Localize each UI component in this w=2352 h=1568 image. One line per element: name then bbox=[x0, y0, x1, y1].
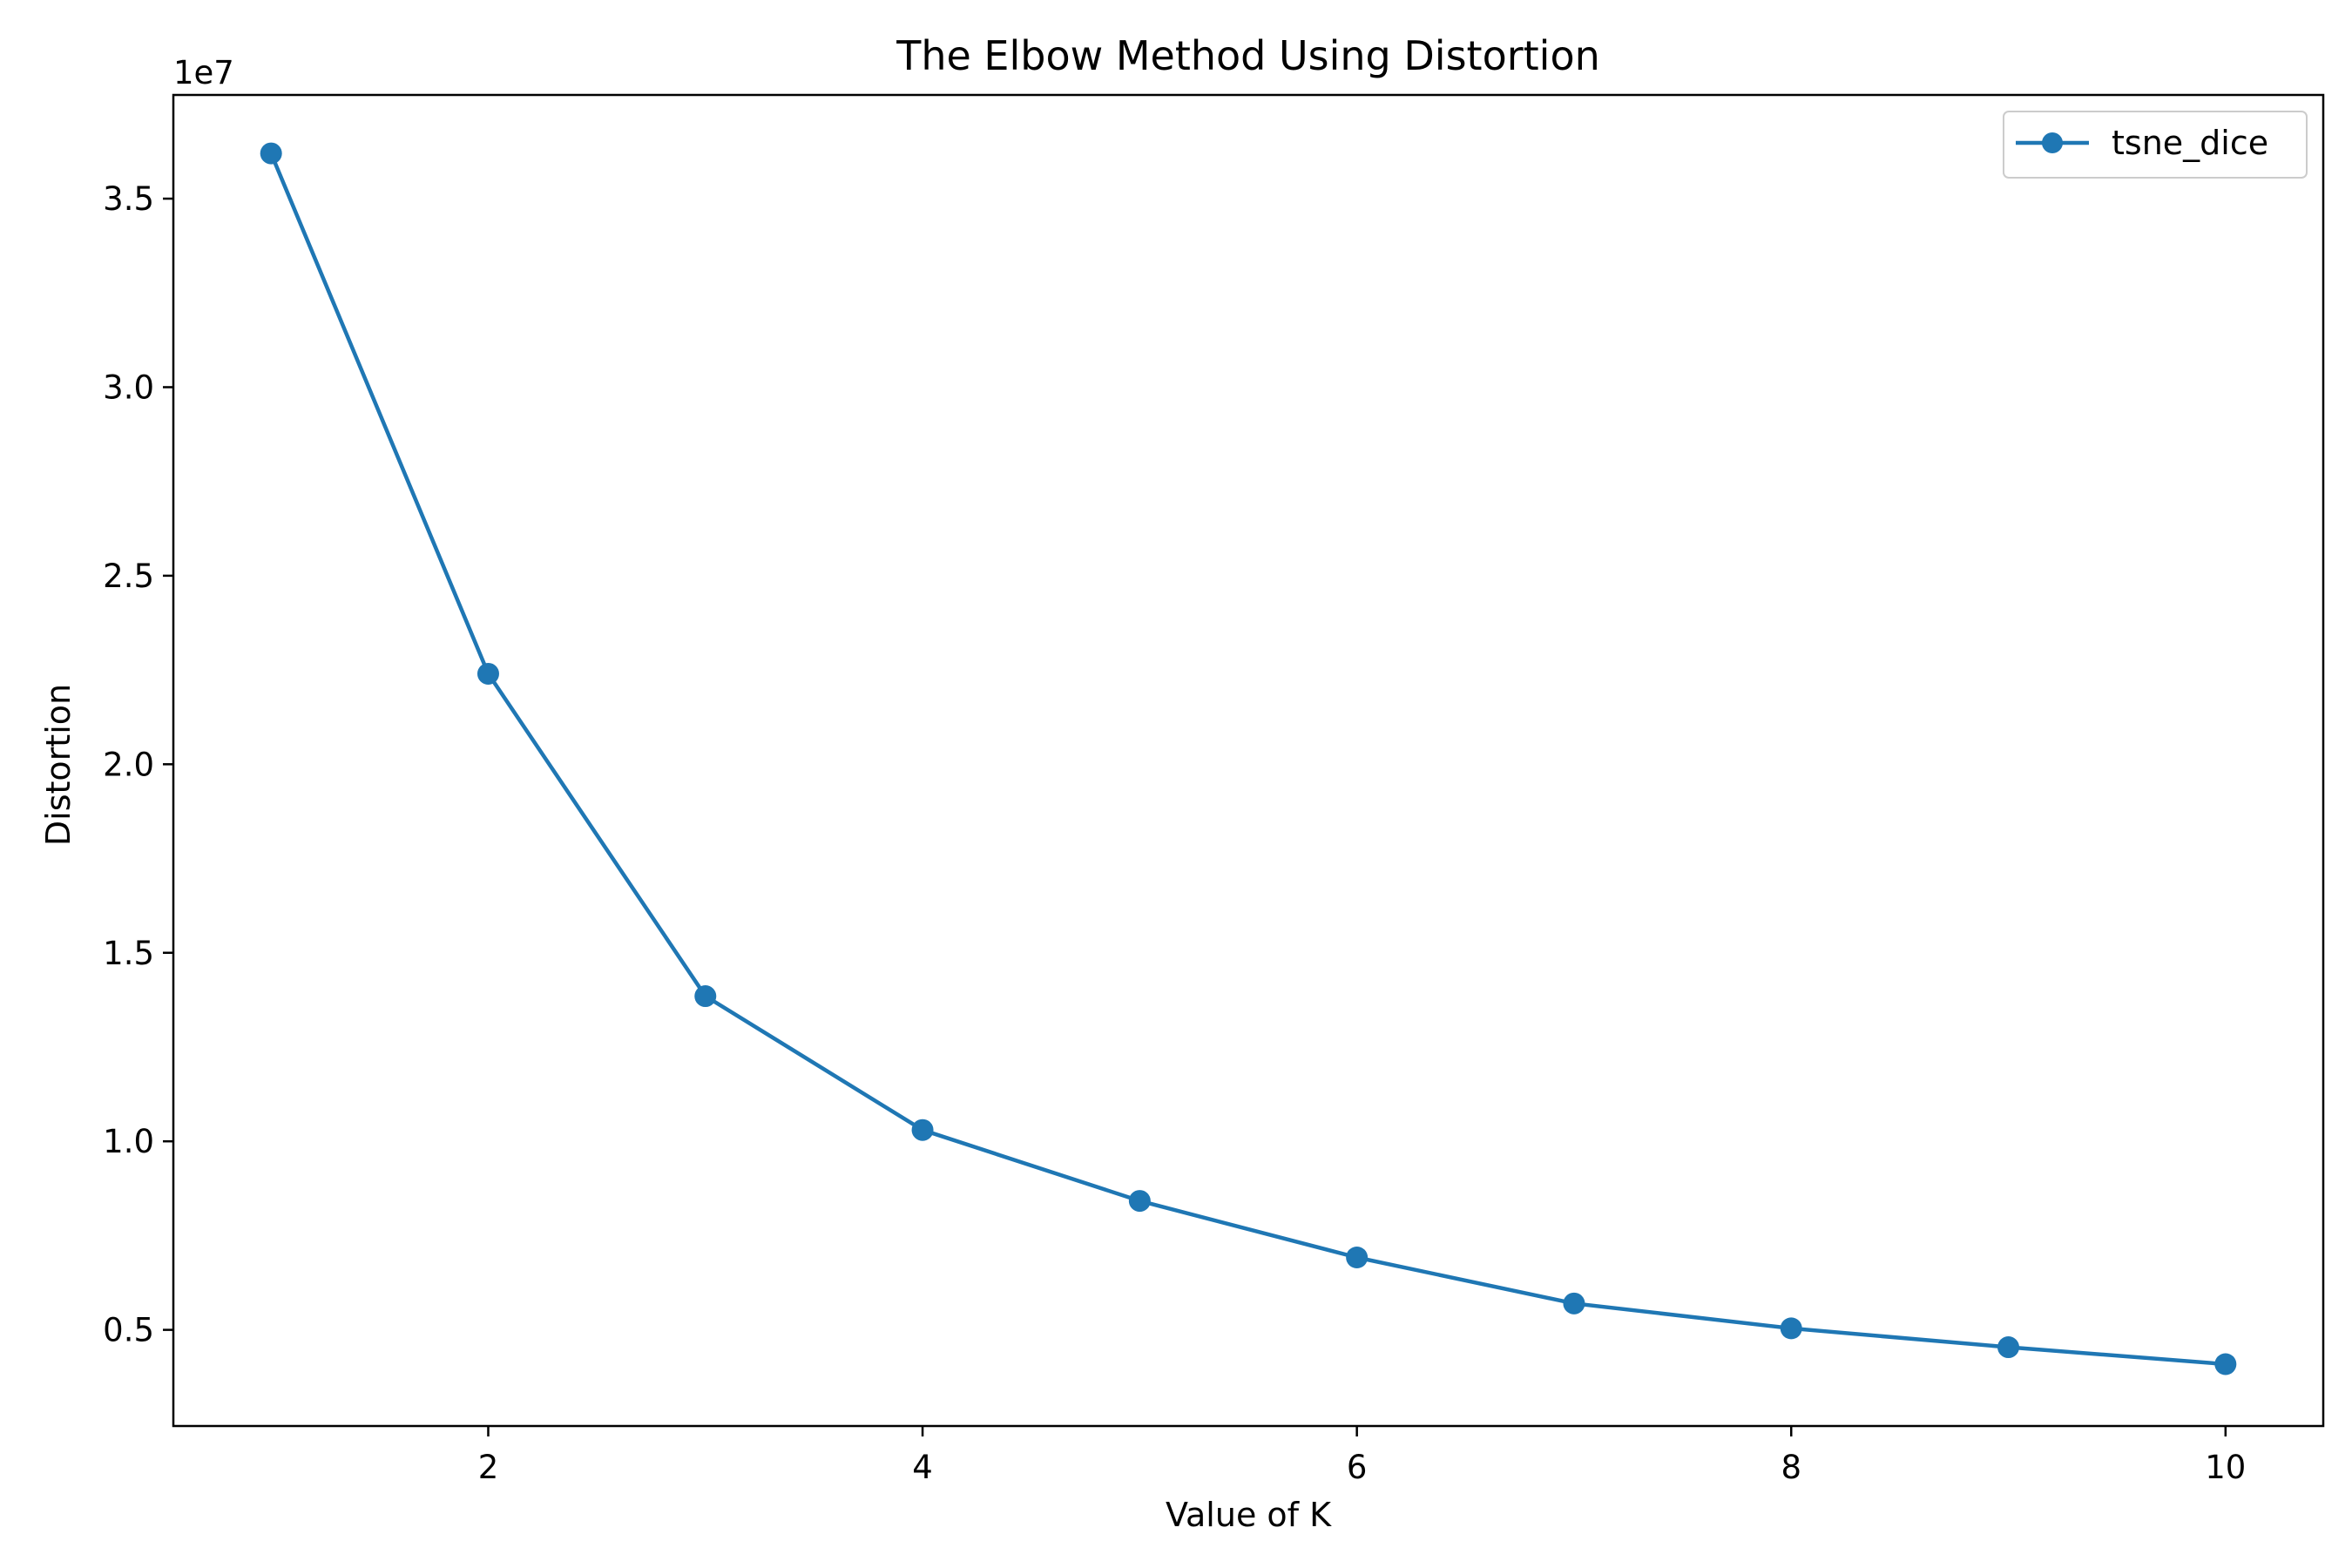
legend: tsne_dice bbox=[2003, 111, 2308, 179]
y-tick-label: 0.5 bbox=[103, 1312, 154, 1349]
x-axis: 2 4 6 8 10 bbox=[478, 1426, 2246, 1486]
chart-title: The Elbow Method Using Distortion bbox=[896, 32, 1600, 79]
y-tick-label: 1.0 bbox=[103, 1123, 154, 1160]
x-tick-label: 6 bbox=[1347, 1449, 1368, 1486]
x-tick-label: 4 bbox=[912, 1449, 933, 1486]
data-point bbox=[2214, 1353, 2237, 1375]
data-point bbox=[911, 1119, 934, 1141]
data-point bbox=[1997, 1336, 2020, 1359]
data-point bbox=[1346, 1247, 1369, 1269]
y-tick-label: 3.0 bbox=[103, 368, 154, 406]
x-tick-label: 8 bbox=[1781, 1449, 1801, 1486]
data-point bbox=[1563, 1292, 1585, 1315]
legend-box bbox=[2003, 111, 2308, 179]
y-tick-label: 2.0 bbox=[103, 746, 154, 783]
data-point bbox=[260, 142, 282, 165]
plot-area bbox=[260, 142, 2237, 1375]
legend-marker bbox=[2042, 132, 2063, 153]
data-point bbox=[1780, 1317, 1802, 1340]
x-tick-label: 10 bbox=[2205, 1449, 2246, 1486]
y-tick-label: 3.5 bbox=[103, 180, 154, 218]
x-axis-label: Value of K bbox=[1166, 1496, 1332, 1534]
data-point bbox=[1128, 1190, 1151, 1213]
y-axis: 0.5 1.0 1.5 2.0 2.5 3.0 3.5 bbox=[103, 180, 173, 1349]
y-axis-label: Distortion bbox=[39, 684, 78, 846]
data-point bbox=[694, 985, 717, 1008]
x-tick-label: 2 bbox=[478, 1449, 499, 1486]
y-tick-label: 2.5 bbox=[103, 558, 154, 595]
y-tick-label: 1.5 bbox=[103, 935, 154, 972]
series-line bbox=[269, 152, 2226, 1367]
data-point bbox=[476, 662, 499, 685]
legend-label: tsne_dice bbox=[2112, 124, 2268, 162]
plot-frame bbox=[172, 93, 2325, 1428]
y-axis-offset-label: 1e7 bbox=[173, 54, 234, 91]
